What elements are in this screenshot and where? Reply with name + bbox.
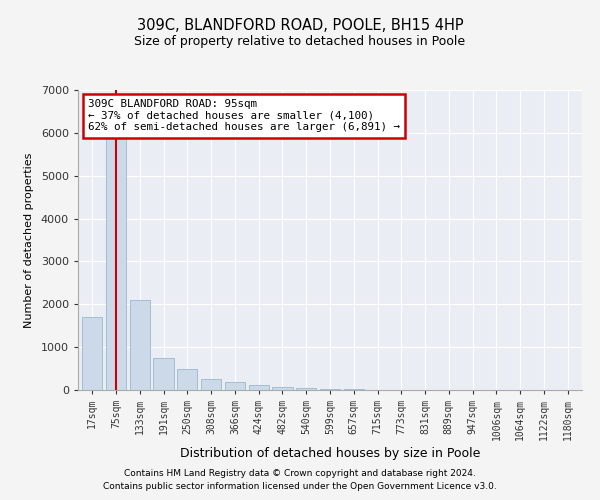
Bar	[225, 382, 245, 390]
Bar	[154, 358, 173, 390]
Bar	[201, 380, 221, 390]
X-axis label: Distribution of detached houses by size in Poole: Distribution of detached houses by size …	[180, 447, 480, 460]
Bar	[344, 389, 364, 390]
Text: Contains HM Land Registry data © Crown copyright and database right 2024.: Contains HM Land Registry data © Crown c…	[124, 468, 476, 477]
Bar	[248, 385, 269, 390]
Bar	[106, 137, 126, 390]
Text: 309C BLANDFORD ROAD: 95sqm
← 37% of detached houses are smaller (4,100)
62% of s: 309C BLANDFORD ROAD: 95sqm ← 37% of deta…	[88, 99, 400, 132]
Bar	[82, 317, 103, 390]
Y-axis label: Number of detached properties: Number of detached properties	[24, 152, 34, 328]
Bar	[177, 369, 197, 390]
Bar	[130, 300, 150, 390]
Bar	[296, 388, 316, 390]
Text: Contains public sector information licensed under the Open Government Licence v3: Contains public sector information licen…	[103, 482, 497, 491]
Bar	[320, 388, 340, 390]
Text: 309C, BLANDFORD ROAD, POOLE, BH15 4HP: 309C, BLANDFORD ROAD, POOLE, BH15 4HP	[137, 18, 463, 32]
Text: Size of property relative to detached houses in Poole: Size of property relative to detached ho…	[134, 35, 466, 48]
Bar	[272, 387, 293, 390]
